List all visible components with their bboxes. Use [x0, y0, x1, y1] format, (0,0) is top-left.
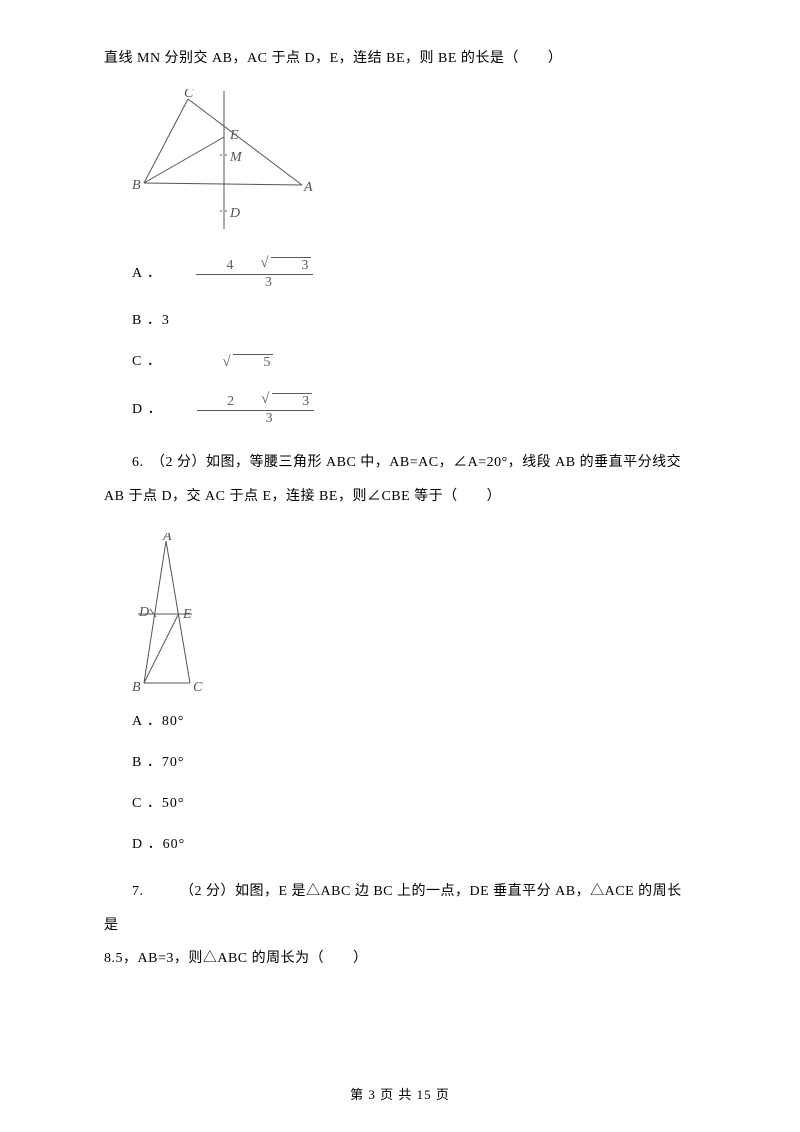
svg-text:B: B	[132, 178, 141, 193]
frac-num-rad: 3	[271, 257, 311, 273]
option-label: C ．	[132, 354, 162, 369]
frac-den: 3	[197, 411, 314, 426]
option-text: 50°	[162, 796, 185, 811]
frac-num-rad: 3	[272, 393, 312, 409]
math-sqrt: 5	[168, 352, 273, 373]
q5-option-b: B ．3	[104, 310, 696, 331]
option-label: C ．	[132, 796, 162, 811]
option-label: D ．	[132, 402, 163, 417]
q5-stem-continued: 直线 MN 分别交 AB，AC 于点 D，E，连结 BE，则 BE 的长是（ ）	[104, 48, 696, 69]
option-text: 80°	[162, 714, 185, 729]
option-text: 70°	[162, 755, 185, 770]
svg-text:A: A	[303, 180, 313, 195]
q6-option-d: D ．60°	[104, 834, 696, 855]
option-text: 3	[162, 313, 170, 328]
option-label: D ．	[132, 837, 163, 852]
page-footer: 第 3 页 共 15 页	[0, 1085, 800, 1105]
option-text: 60°	[163, 837, 186, 852]
q6-figure: A D E B C	[126, 533, 696, 693]
option-label: B ．	[132, 755, 162, 770]
math-fraction: 23 3	[169, 393, 314, 426]
svg-text:M: M	[229, 150, 243, 165]
svg-text:A: A	[162, 533, 172, 544]
svg-text:C: C	[193, 680, 203, 693]
frac-den: 3	[196, 275, 313, 290]
q5-option-a: A ． 43 3	[104, 257, 696, 290]
q6-stem: 6. （2 分）如图，等腰三角形 ABC 中，AB=AC，∠A=20°，线段 A…	[104, 446, 696, 513]
q6-option-b: B ．70°	[104, 752, 696, 773]
sqrt-rad: 5	[233, 354, 273, 370]
q7-stem-line2: 8.5，AB=3，则△ABC 的周长为（ ）	[104, 942, 696, 976]
q5-option-d: D ． 23 3	[104, 393, 696, 426]
option-label: A ．	[132, 714, 162, 729]
math-fraction: 43 3	[168, 257, 313, 290]
q6-option-a: A ．80°	[104, 711, 696, 732]
option-label: B ．	[132, 313, 162, 328]
q6-option-c: C ．50°	[104, 793, 696, 814]
svg-text:C: C	[184, 89, 194, 101]
option-label: A ．	[132, 266, 162, 281]
q5-option-c: C ． 5	[104, 351, 696, 372]
svg-text:D: D	[138, 605, 149, 620]
q5-figure: C EM B A D	[126, 89, 696, 239]
svg-text:D: D	[229, 206, 240, 221]
q7-stem-line1: 7. （2 分）如图，E 是△ABC 边 BC 上的一点，DE 垂直平分 AB，…	[104, 875, 696, 942]
svg-text:B: B	[132, 680, 141, 693]
svg-text:E: E	[182, 607, 192, 622]
svg-text:E: E	[229, 128, 239, 143]
